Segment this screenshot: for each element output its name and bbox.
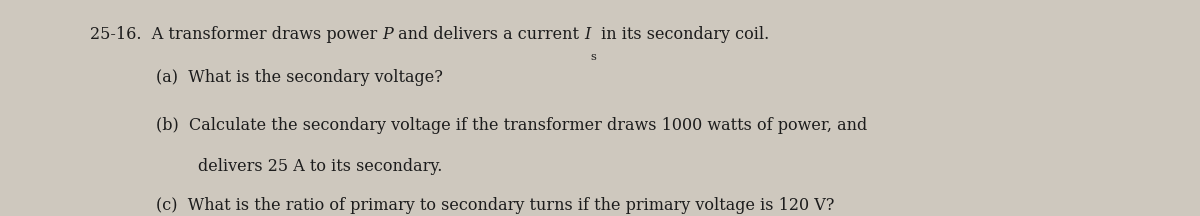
Text: I: I <box>584 26 590 43</box>
Text: in its secondary coil.: in its secondary coil. <box>596 26 769 43</box>
Text: P: P <box>383 26 394 43</box>
Text: 25-16.  A transformer draws power: 25-16. A transformer draws power <box>90 26 383 43</box>
Text: delivers 25 A to its secondary.: delivers 25 A to its secondary. <box>198 158 443 175</box>
Text: (c)  What is the ratio of primary to secondary turns if the primary voltage is 1: (c) What is the ratio of primary to seco… <box>156 197 834 214</box>
Text: and delivers a current: and delivers a current <box>394 26 584 43</box>
Text: (a)  What is the secondary voltage?: (a) What is the secondary voltage? <box>156 69 443 86</box>
Text: s: s <box>590 52 596 62</box>
Text: (b)  Calculate the secondary voltage if the transformer draws 1000 watts of powe: (b) Calculate the secondary voltage if t… <box>156 117 868 134</box>
